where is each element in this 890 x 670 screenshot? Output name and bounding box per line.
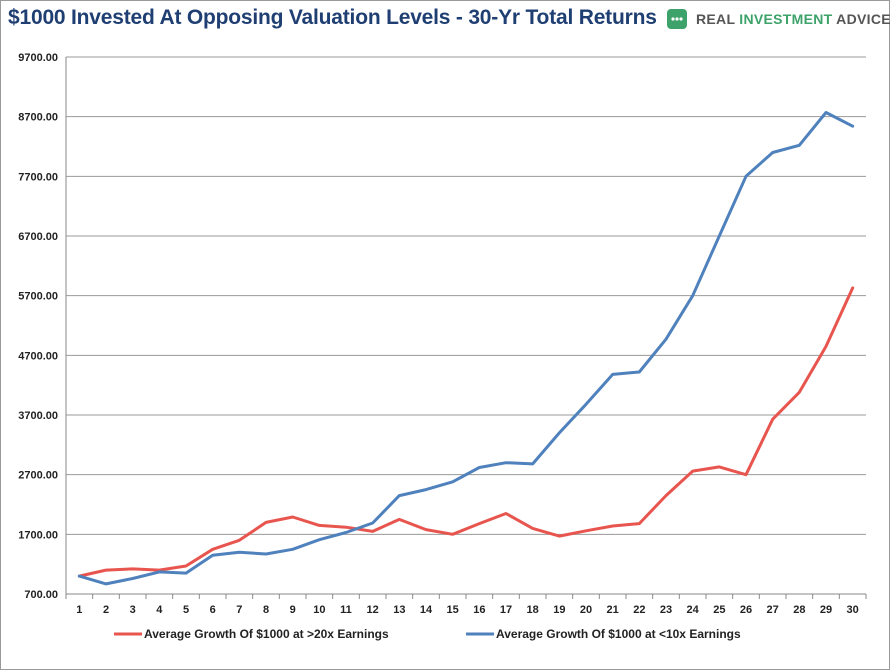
series-lines <box>77 111 855 586</box>
brand-logo: REAL INVESTMENT ADVICE <box>666 8 890 30</box>
y-tick-label: 6700.00 <box>18 231 58 243</box>
y-tick-label: 3700.00 <box>18 410 58 422</box>
x-tick-label: 14 <box>420 604 433 616</box>
legend-item-1: Average Growth Of $1000 at >20x Earnings <box>114 627 389 641</box>
logo-word-real: REAL <box>696 11 736 27</box>
x-tick-label: 11 <box>340 604 352 616</box>
x-tick-label: 4 <box>156 604 163 616</box>
chart-title: $1000 Invested At Opposing Valuation Lev… <box>8 6 657 29</box>
legend-label: Average Growth Of $1000 at >20x Earnings <box>144 627 389 641</box>
x-tick-label: 20 <box>580 604 592 616</box>
x-tick-label: 12 <box>367 604 379 616</box>
legend-item-2: Average Growth Of $1000 at <10x Earnings <box>466 627 741 641</box>
x-tick-label: 3 <box>130 604 136 616</box>
x-tick-label: 19 <box>553 604 565 616</box>
logo-word-investment: INVESTMENT <box>739 11 833 27</box>
x-tick-label: 8 <box>263 604 269 616</box>
x-tick-label: 18 <box>527 604 539 616</box>
axes <box>65 57 867 599</box>
x-tick-label: 6 <box>210 604 216 616</box>
x-tick-label: 5 <box>183 604 189 616</box>
x-tick-label: 24 <box>687 604 700 616</box>
x-tick-label: 26 <box>740 604 752 616</box>
series-line-1 <box>77 286 855 578</box>
y-tick-label: 700.00 <box>24 589 58 601</box>
x-tick-label: 15 <box>447 604 459 616</box>
x-tick-label: 27 <box>767 604 779 616</box>
x-tick-label: 21 <box>607 604 619 616</box>
x-tick-label: 29 <box>820 604 832 616</box>
y-tick-label: 8700.00 <box>18 112 58 124</box>
y-tick-label: 7700.00 <box>18 171 58 183</box>
x-tick-label: 16 <box>473 604 485 616</box>
x-tick-label: 13 <box>393 604 405 616</box>
x-tick-label: 10 <box>313 604 325 616</box>
x-tick-label: 22 <box>633 604 645 616</box>
x-tick-label: 25 <box>713 604 725 616</box>
legend-label: Average Growth Of $1000 at <10x Earnings <box>496 627 741 641</box>
y-tick-label: 2700.00 <box>18 470 58 482</box>
y-tick-label: 5700.00 <box>18 291 58 303</box>
y-tick-label: 9700.00 <box>18 52 58 64</box>
x-tick-label: 17 <box>500 604 512 616</box>
series-line-2 <box>77 111 855 586</box>
x-tick-label: 1 <box>76 604 82 616</box>
x-tick-label: 28 <box>793 604 805 616</box>
legend: Average Growth Of $1000 at >20x Earnings… <box>114 627 741 641</box>
chat-bubble-icon <box>667 9 687 29</box>
y-tick-label: 4700.00 <box>18 350 58 362</box>
y-tick-label: 1700.00 <box>18 529 58 541</box>
x-tick-label: 7 <box>236 604 242 616</box>
y-tick-labels: 700.00 1700.00 2700.00 3700.00 4700.00 5700.0… <box>18 52 58 601</box>
x-tick-labels: 1 2 3 4 5 6 7 8 9 10 11 12 13 14 15 16 17 18 19 20 21 22 23 24 2… <box>76 604 859 616</box>
logo-word-advice: ADVICE <box>836 11 890 27</box>
x-tick-label: 9 <box>290 604 296 616</box>
x-tick-label: 23 <box>660 604 672 616</box>
x-tick-label: 2 <box>103 604 109 616</box>
gridlines <box>66 56 866 535</box>
x-tick-label: 30 <box>847 604 859 616</box>
